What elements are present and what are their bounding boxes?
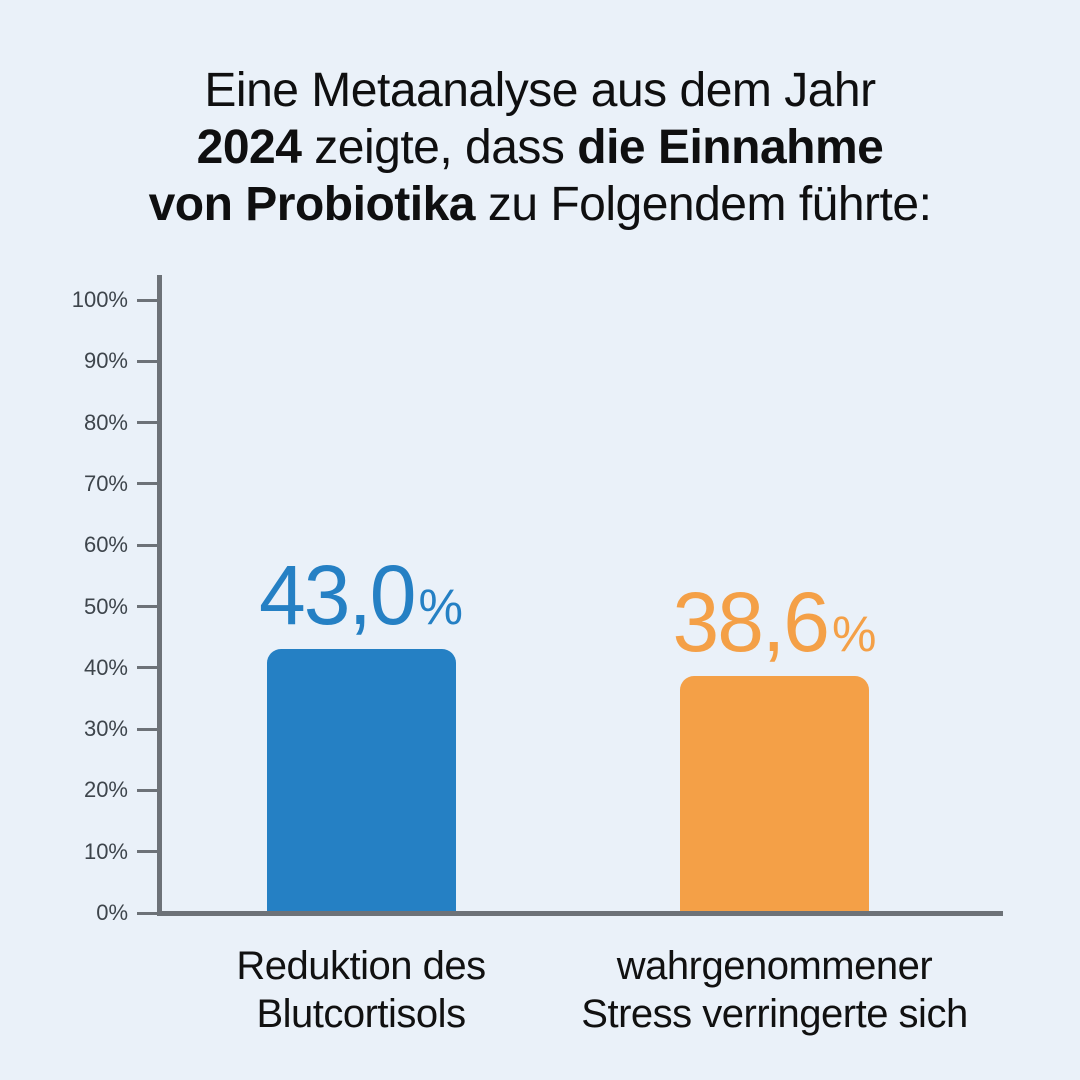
y-tick-mark xyxy=(137,298,157,302)
title-text: Eine Metaanalyse aus dem Jahr xyxy=(204,64,876,117)
chart-title-line-2: 2024 zeigte, dass die Einnahme xyxy=(0,119,1080,176)
bar-value-label: 43,0% xyxy=(151,553,571,637)
y-tick-label: 0% xyxy=(96,900,128,925)
y-tick-label: 30% xyxy=(83,716,128,742)
y-tick-mark xyxy=(137,543,157,547)
y-axis-line xyxy=(157,275,162,916)
y-tick-mark xyxy=(137,666,157,670)
y-tick-mark xyxy=(137,788,157,792)
bar xyxy=(266,649,456,913)
y-tick-mark xyxy=(137,727,157,731)
y-tick-mark xyxy=(137,911,157,915)
y-tick-label: 80% xyxy=(83,409,128,435)
chart-title-line-1: Eine Metaanalyse aus dem Jahr xyxy=(0,62,1080,119)
y-tick-label: 70% xyxy=(83,470,128,496)
title-text-bold: von Probiotika xyxy=(148,178,476,231)
y-tick-label: 50% xyxy=(83,593,128,619)
y-tick-label: 20% xyxy=(83,777,128,803)
title-text: zeigte, dass xyxy=(314,121,565,174)
bar-value-percent-sign: % xyxy=(418,579,463,636)
title-text-bold: 2024 xyxy=(196,121,302,174)
bar-category-label: Reduktion des Blutcortisols xyxy=(121,942,601,1038)
y-tick-label: 90% xyxy=(83,348,128,374)
y-tick-label: 100% xyxy=(71,287,128,312)
y-tick-mark xyxy=(137,482,157,486)
y-tick-mark xyxy=(137,605,157,608)
title-text-bold: die Einnahme xyxy=(577,121,884,174)
bar-value-label: 38,6% xyxy=(565,580,985,664)
bar-value-number: 43,0 xyxy=(259,548,416,643)
y-tick-mark xyxy=(137,421,157,425)
x-axis-line xyxy=(157,911,1003,916)
chart-title-line-3: von Probiotika zu Folgendem führte: xyxy=(0,176,1080,233)
bar xyxy=(680,676,869,913)
y-tick-mark xyxy=(137,850,157,854)
y-tick-label: 10% xyxy=(83,838,128,864)
bar-category-label-line: wahrgenommener xyxy=(616,944,933,988)
title-text: zu Folgendem führte: xyxy=(487,178,932,231)
chart-title: Eine Metaanalyse aus dem Jahr 2024 zeigt… xyxy=(0,62,1080,233)
bar-category-label-line: Stress verringerte sich xyxy=(581,992,968,1036)
y-tick-label: 60% xyxy=(83,532,128,558)
bar-category-label-line: Reduktion des xyxy=(236,944,486,988)
bar-category-label: wahrgenommener Stress verringerte sich xyxy=(535,942,1015,1038)
bar-category-label-line: Blutcortisols xyxy=(256,992,466,1036)
bar-value-percent-sign: % xyxy=(832,606,877,663)
y-tick-label: 40% xyxy=(83,654,128,680)
bar-value-number: 38,6 xyxy=(672,575,830,670)
y-tick-mark xyxy=(137,359,157,363)
